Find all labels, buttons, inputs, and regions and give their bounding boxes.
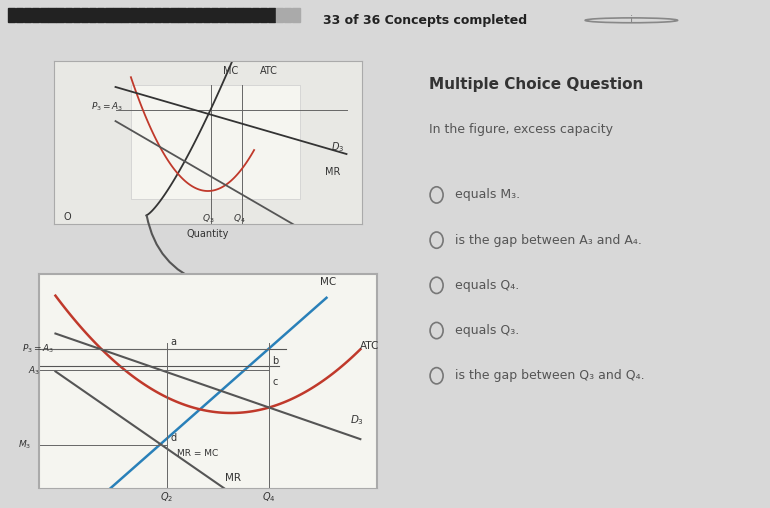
Bar [138, 8, 145, 22]
Bar [40, 8, 48, 22]
Text: Quantity: Quantity [186, 229, 229, 239]
Text: $Q_3$: $Q_3$ [202, 213, 214, 226]
Bar [89, 8, 96, 22]
Text: $M_3$: $M_3$ [18, 439, 32, 451]
Bar [219, 8, 226, 22]
Text: MC: MC [223, 66, 239, 76]
Bar [162, 8, 169, 22]
Text: MR: MR [325, 167, 340, 177]
Text: O: O [63, 212, 71, 223]
Text: $Q_2$: $Q_2$ [160, 491, 174, 504]
Text: ATC: ATC [260, 66, 278, 76]
Bar [236, 8, 243, 22]
Bar [24, 8, 32, 22]
Bar [49, 8, 55, 22]
Bar [81, 8, 89, 22]
Bar [268, 8, 275, 22]
Text: $Q_4$: $Q_4$ [262, 491, 276, 504]
Bar [131, 85, 300, 199]
Bar [32, 8, 39, 22]
Bar [105, 8, 112, 22]
Bar [211, 8, 218, 22]
Text: is the gap between Q₃ and Q₄.: is the gap between Q₃ and Q₄. [454, 369, 644, 382]
Bar [154, 8, 162, 22]
Bar [113, 8, 121, 22]
Bar [203, 8, 210, 22]
Bar [179, 8, 186, 22]
Bar [65, 8, 72, 22]
Text: ATC: ATC [360, 341, 380, 351]
Text: MR: MR [225, 473, 241, 483]
Bar [186, 8, 194, 22]
Bar [8, 8, 15, 22]
Bar [146, 8, 153, 22]
Bar [129, 8, 137, 22]
Bar [195, 8, 202, 22]
Text: $D_3$: $D_3$ [350, 414, 364, 427]
Text: MC: MC [320, 277, 336, 287]
Bar [16, 8, 23, 22]
Bar [72, 8, 80, 22]
Text: i: i [630, 15, 633, 25]
Text: Multiple Choice Question: Multiple Choice Question [430, 77, 644, 92]
Text: Price and costs: Price and costs [0, 108, 3, 176]
Text: equals Q₃.: equals Q₃. [454, 324, 519, 337]
Text: equals M₃.: equals M₃. [454, 188, 520, 201]
Text: c: c [273, 377, 278, 387]
Bar [243, 8, 251, 22]
Bar [97, 8, 105, 22]
Text: is the gap between A₃ and A₄.: is the gap between A₃ and A₄. [454, 234, 641, 246]
Bar [276, 8, 283, 22]
Text: MR = MC: MR = MC [177, 449, 219, 458]
Text: $Q_4$: $Q_4$ [233, 213, 246, 226]
Text: In the figure, excess capacity: In the figure, excess capacity [430, 122, 614, 136]
Bar [259, 8, 267, 22]
Text: equals Q₄.: equals Q₄. [454, 279, 519, 292]
Text: $P_3 = A_3$: $P_3 = A_3$ [91, 101, 123, 113]
Bar [122, 8, 129, 22]
Bar [252, 8, 259, 22]
Bar [292, 8, 300, 22]
Bar [170, 8, 178, 22]
Text: 33 of 36 Concepts completed: 33 of 36 Concepts completed [323, 14, 527, 27]
Bar [284, 8, 291, 22]
Text: b: b [273, 356, 279, 366]
Text: $A_3$: $A_3$ [28, 364, 41, 376]
Bar [56, 8, 64, 22]
Text: $P_3=A_3$: $P_3=A_3$ [22, 343, 54, 355]
Bar [227, 8, 235, 22]
Text: d: d [171, 433, 177, 443]
Text: a: a [171, 337, 176, 347]
Text: $D_3$: $D_3$ [331, 140, 344, 154]
